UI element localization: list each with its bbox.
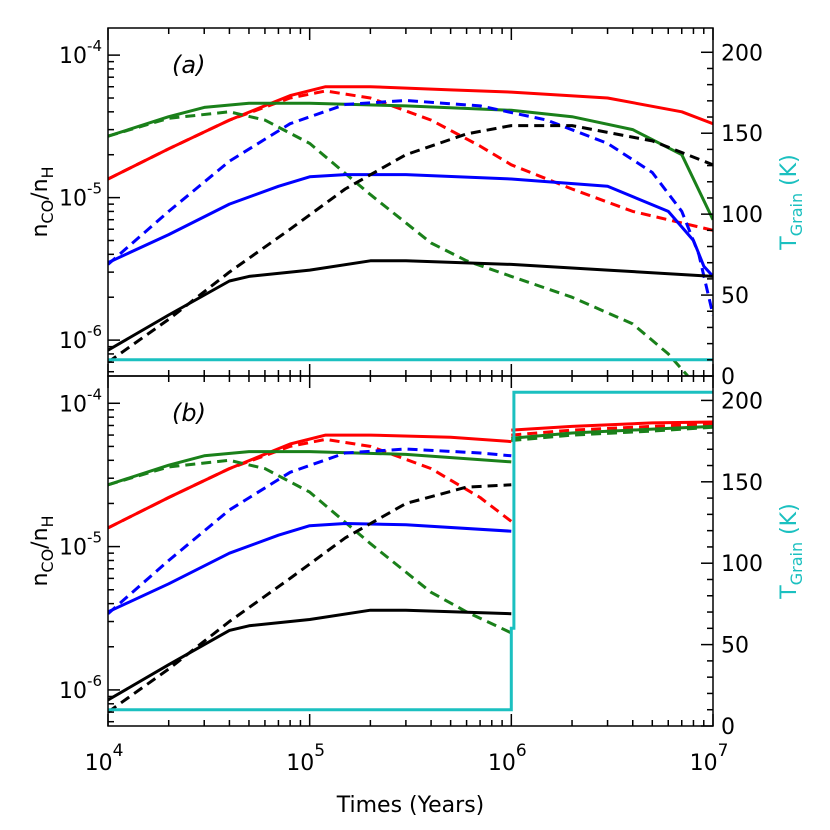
series-group [108, 85, 713, 376]
x-tick-label: 107 [690, 741, 729, 776]
x-tick-label: 104 [85, 741, 124, 776]
y-axis-title-right: TGrain (K) [777, 154, 806, 250]
y-tick-label-left: 10-5 [59, 180, 102, 212]
y-axis-title-right: TGrain (K) [777, 503, 806, 599]
series-line-black-solid [108, 259, 713, 352]
series-line-black-dashed [108, 124, 713, 364]
series-line-red-solid [108, 420, 713, 530]
series-line-red-dashed [108, 422, 713, 530]
y-tick-label-right: 200 [721, 41, 763, 66]
y-tick-label-left: 10-4 [59, 385, 102, 417]
series-line-blue-dashed [108, 447, 512, 615]
y-tick-label-left: 10-6 [59, 672, 102, 704]
series-line-green-solid [108, 424, 713, 487]
y-tick-label-right: 150 [721, 122, 763, 147]
plot-frame [107, 375, 714, 727]
y-tick-label-right: 0 [721, 715, 735, 740]
series-line-blue-dashed [108, 99, 713, 316]
y-tick-label-right: 50 [721, 284, 749, 309]
y-axis-title-left: nCO/nH [28, 166, 57, 237]
y-tick-label-left: 10-6 [59, 322, 102, 354]
panel-label: (b) [172, 399, 206, 427]
series-line-green-dashed [108, 425, 713, 635]
x-axis-title: Times (Years) [336, 793, 485, 818]
series-line-green-dashed [108, 110, 689, 376]
plot-frame [107, 27, 714, 377]
y-tick-label-right: 100 [721, 203, 763, 228]
y-tick-label-left: 10-5 [59, 529, 102, 561]
panel-label: (a) [172, 51, 205, 79]
series-line-red-dashed [108, 89, 713, 232]
series-line-green-solid [108, 101, 713, 221]
y-tick-label-right: 150 [721, 471, 763, 496]
y-tick-label-right: 50 [721, 634, 749, 659]
series-line-black-dashed [108, 483, 512, 714]
series-line-black-solid [108, 608, 512, 702]
panel-a: 10-6 10-5 10-4 0 50 100 150 200 (a) nCO/nH TGrain … [28, 27, 806, 390]
x-axis: 104 105 106 107 Times (Years) [85, 741, 729, 818]
y-tick-label-right: 100 [721, 552, 763, 577]
series-line-blue-solid [108, 522, 512, 614]
series-group [108, 390, 713, 714]
panel-b: 10-6 10-5 10-4 0 50 100 150 200 (b) nCO/nH TGrain … [28, 375, 806, 740]
y-tick-label-right: 200 [721, 389, 763, 414]
x-tick-label: 106 [488, 741, 527, 776]
y-axis-title-left: nCO/nH [28, 515, 57, 586]
x-tick-label: 105 [286, 741, 325, 776]
y-tick-label-right: 0 [721, 365, 735, 390]
y-tick-label-left: 10-4 [59, 37, 102, 69]
grain-temperature-line [108, 390, 713, 712]
